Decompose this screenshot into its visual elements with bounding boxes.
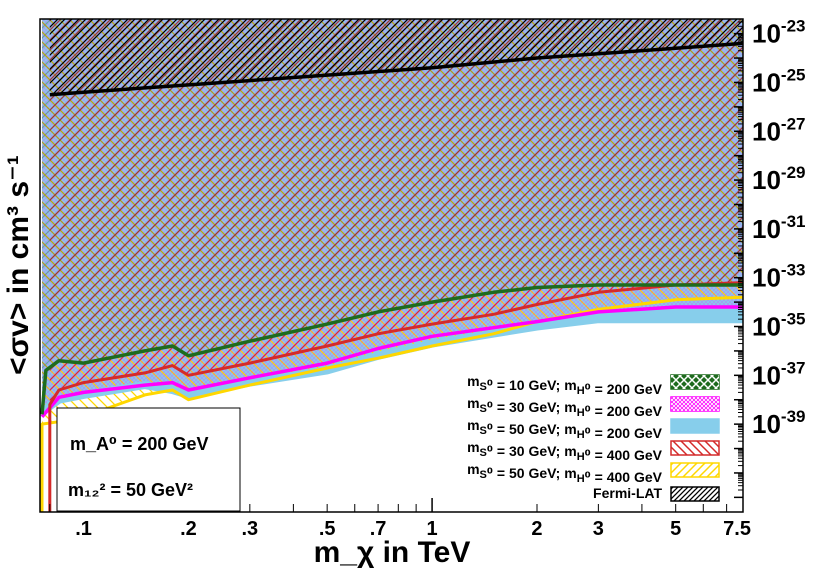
line-fermi-lat	[49, 41, 743, 97]
legend-label: Fermi-LAT	[593, 485, 662, 501]
y-axis-ticks: 10-23 10-25 10-27 10-29 10-31 10-33 10-35 10-37…	[734, 17, 806, 499]
x-tick-label: .1	[75, 518, 92, 540]
x-tick-label: .2	[180, 518, 197, 540]
x-tick-label: 3	[593, 518, 604, 540]
line-mS10-mH200	[40, 283, 743, 415]
y-tick-label: 10-23	[752, 17, 806, 49]
legend-entry: mS⁰ = 30 GeV; mH⁰ = 400 GeV	[467, 439, 720, 463]
legend-entry: mS⁰ = 30 GeV; mH⁰ = 200 GeV	[467, 395, 720, 419]
line-mS30-mH200	[40, 305, 743, 418]
x-tick-label: 1	[427, 518, 438, 540]
y-tick-label: 10-31	[752, 212, 806, 244]
y-axis-title: <σv> in cm³ s⁻¹	[2, 155, 35, 375]
x-axis-title: m_χ in TeV	[314, 536, 471, 569]
series-lines	[40, 41, 743, 512]
y-tick-label: 10-25	[752, 65, 806, 97]
x-tick-label: .7	[370, 518, 387, 540]
legend-label: mS⁰ = 50 GeV; mH⁰ = 400 GeV	[467, 461, 663, 485]
legend-entry: mS⁰ = 10 GeV; mH⁰ = 200 GeV	[467, 373, 720, 397]
legend-label: mS⁰ = 30 GeV; mH⁰ = 200 GeV	[467, 395, 663, 419]
x-axis-ticks: .1 .2 .3 .5 .7 1 2 3 5 7.5	[49, 498, 751, 540]
legend-swatch-pattern	[671, 375, 719, 389]
y-tick-label: 10-39	[752, 407, 806, 439]
y-tick-label: 10-29	[752, 163, 806, 195]
legend-label: mS⁰ = 30 GeV; mH⁰ = 400 GeV	[467, 439, 663, 463]
exclusion-regions	[42, 19, 743, 512]
legend-swatch-pattern	[671, 397, 719, 411]
legend-entry: mS⁰ = 50 GeV; mH⁰ = 200 GeV	[467, 417, 720, 441]
x-tick-label: .5	[319, 518, 336, 540]
x-tick-label: .3	[241, 518, 258, 540]
area-fermi-lat	[49, 19, 743, 95]
legend-swatch	[670, 418, 720, 434]
x-tick-label: 5	[670, 518, 681, 540]
line-mS30-mH400	[48, 281, 743, 512]
y-tick-label: 10-35	[752, 310, 806, 342]
info-line-m12: m₁₂² = 50 GeV²	[68, 480, 193, 500]
x-tick-label: 7.5	[723, 518, 751, 540]
legend-swatch-pattern	[671, 487, 719, 501]
legend-entry: Fermi-LAT	[593, 485, 720, 502]
area-mS10-mH200	[42, 19, 743, 415]
parameter-info-box: m_A⁰ = 200 GeV m₁₂² = 50 GeV²	[56, 407, 241, 512]
legend-label: mS⁰ = 10 GeV; mH⁰ = 200 GeV	[467, 373, 663, 397]
info-line-ma0: m_A⁰ = 200 GeV	[70, 434, 208, 454]
y-tick-label: 10-27	[752, 114, 806, 146]
y-tick-label: 10-37	[752, 358, 806, 390]
legend-swatch-pattern	[671, 463, 719, 477]
plot-frame	[39, 18, 744, 513]
y-tick-label: 10-33	[752, 261, 806, 293]
x-tick-label: 2	[531, 518, 542, 540]
legend-label: mS⁰ = 50 GeV; mH⁰ = 200 GeV	[467, 417, 663, 441]
legend-entry: mS⁰ = 50 GeV; mH⁰ = 400 GeV	[467, 461, 720, 485]
legend-swatch-pattern	[671, 441, 719, 455]
